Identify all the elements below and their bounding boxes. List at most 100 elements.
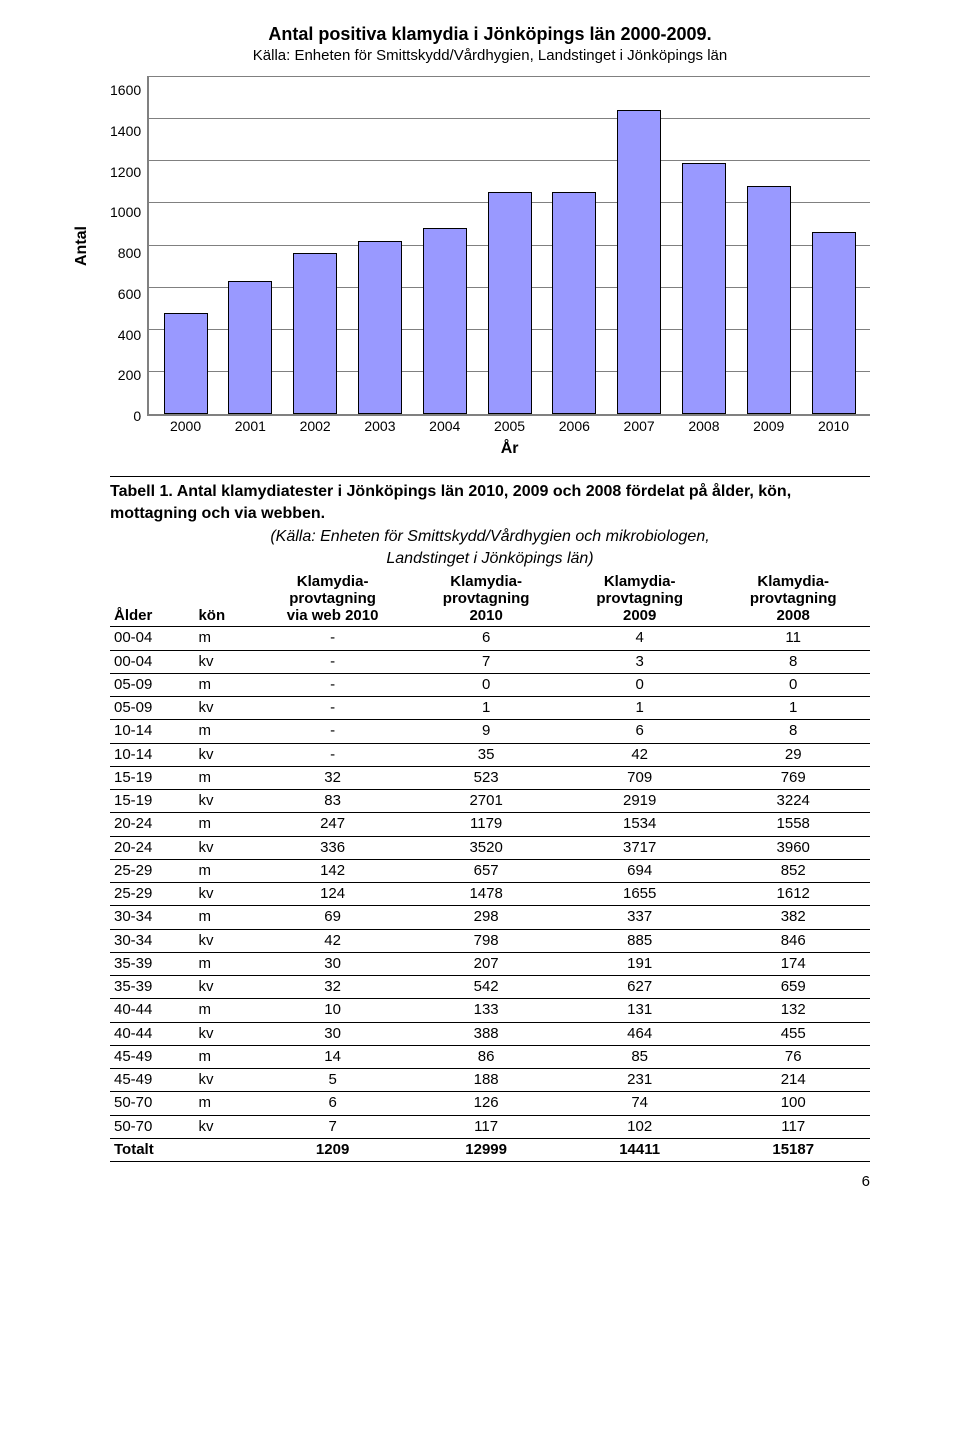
table-cell: 05-09 bbox=[110, 697, 194, 720]
table-cell: 20-24 bbox=[110, 813, 194, 836]
table-cell: kv bbox=[194, 929, 255, 952]
table-column-header: Klamydia-provtagning2010 bbox=[409, 571, 563, 627]
table-cell: 3960 bbox=[716, 836, 870, 859]
table-cell: 214 bbox=[716, 1069, 870, 1092]
table-cell: 1 bbox=[563, 697, 717, 720]
table-caption-block: Tabell 1. Antal klamydiatester i Jönköpi… bbox=[110, 476, 870, 569]
table-cell: m bbox=[194, 1092, 255, 1115]
table-cell: 10-14 bbox=[110, 743, 194, 766]
table-totals-row: Totalt1209129991441115187 bbox=[110, 1138, 870, 1161]
table-cell: 86 bbox=[409, 1045, 563, 1068]
bar-slot bbox=[348, 76, 413, 414]
chart-plot-area: 2000200120022003200420052006200720082009… bbox=[147, 76, 870, 416]
table-cell: 29 bbox=[716, 743, 870, 766]
x-tick-label: 2005 bbox=[477, 418, 542, 434]
rule-top bbox=[110, 476, 870, 477]
table-cell: 3224 bbox=[716, 790, 870, 813]
table-cell: 00-04 bbox=[110, 650, 194, 673]
table-cell: 35-39 bbox=[110, 976, 194, 999]
table-cell: 657 bbox=[409, 859, 563, 882]
table-caption: Tabell 1. Antal klamydiatester i Jönköpi… bbox=[110, 481, 870, 524]
table-cell: - bbox=[256, 743, 410, 766]
table-cell: 3520 bbox=[409, 836, 563, 859]
table-cell: - bbox=[256, 673, 410, 696]
bar bbox=[747, 186, 791, 414]
table-cell: 1478 bbox=[409, 883, 563, 906]
table-cell: 117 bbox=[409, 1115, 563, 1138]
table-cell: 10-14 bbox=[110, 720, 194, 743]
table-cell: 42 bbox=[563, 743, 717, 766]
table-cell: 659 bbox=[716, 976, 870, 999]
table-row: 10-14kv-354229 bbox=[110, 743, 870, 766]
table-cell: 336 bbox=[256, 836, 410, 859]
table-cell: 15187 bbox=[716, 1138, 870, 1161]
y-tick-label: 1200 bbox=[110, 165, 141, 179]
table-cell: 9 bbox=[409, 720, 563, 743]
table-cell: 30 bbox=[256, 1022, 410, 1045]
bar bbox=[164, 313, 208, 414]
table-cell: 174 bbox=[716, 952, 870, 975]
table-cell: 102 bbox=[563, 1115, 717, 1138]
chart-subtitle: Källa: Enheten för Smittskydd/Vårdhygien… bbox=[110, 47, 870, 64]
x-axis-ticks: 2000200120022003200420052006200720082009… bbox=[149, 414, 870, 434]
table-cell: 0 bbox=[563, 673, 717, 696]
y-tick-label: 0 bbox=[133, 409, 141, 423]
table-cell: m bbox=[194, 859, 255, 882]
table-cell: 298 bbox=[409, 906, 563, 929]
table-cell: kv bbox=[194, 697, 255, 720]
y-tick-label: 400 bbox=[118, 328, 141, 342]
table-row: 25-29kv124147816551612 bbox=[110, 883, 870, 906]
table-cell: m bbox=[194, 999, 255, 1022]
table-head: ÅlderkönKlamydia-provtagningvia web 2010… bbox=[110, 571, 870, 627]
table-cell: 14 bbox=[256, 1045, 410, 1068]
table-cell: 846 bbox=[716, 929, 870, 952]
table-row: 05-09m-000 bbox=[110, 673, 870, 696]
table-row: 35-39kv32542627659 bbox=[110, 976, 870, 999]
x-tick-label: 2009 bbox=[736, 418, 801, 434]
table-cell: kv bbox=[194, 836, 255, 859]
bar-slot bbox=[412, 76, 477, 414]
table-cell: 247 bbox=[256, 813, 410, 836]
bar-slot bbox=[477, 76, 542, 414]
table-cell: 15-19 bbox=[110, 790, 194, 813]
bar-slot bbox=[801, 76, 866, 414]
table-cell: 1209 bbox=[256, 1138, 410, 1161]
table-cell: 7 bbox=[256, 1115, 410, 1138]
table-cell: 45-49 bbox=[110, 1045, 194, 1068]
table-row: 50-70kv7117102117 bbox=[110, 1115, 870, 1138]
table-caption-text: Antal klamydiatester i Jönköpings län 20… bbox=[110, 483, 791, 522]
table-cell: 1655 bbox=[563, 883, 717, 906]
x-tick-label: 2006 bbox=[542, 418, 607, 434]
table-row: 15-19kv83270129193224 bbox=[110, 790, 870, 813]
table-cell: 100 bbox=[716, 1092, 870, 1115]
table-cell: 30-34 bbox=[110, 906, 194, 929]
table-cell: 382 bbox=[716, 906, 870, 929]
table-cell: 35-39 bbox=[110, 952, 194, 975]
table-cell: 74 bbox=[563, 1092, 717, 1115]
table-column-header: Klamydia-provtagning2009 bbox=[563, 571, 717, 627]
table-column-header: Klamydia-provtagningvia web 2010 bbox=[256, 571, 410, 627]
table-cell: 7 bbox=[409, 650, 563, 673]
table-cell: 3 bbox=[563, 650, 717, 673]
table-cell: 191 bbox=[563, 952, 717, 975]
table-cell: 6 bbox=[409, 627, 563, 650]
table-cell: 542 bbox=[409, 976, 563, 999]
table-cell: 188 bbox=[409, 1069, 563, 1092]
table-cell: 76 bbox=[716, 1045, 870, 1068]
table-cell: kv bbox=[194, 790, 255, 813]
table-cell: 83 bbox=[256, 790, 410, 813]
bar bbox=[358, 241, 402, 414]
table-cell: 769 bbox=[716, 766, 870, 789]
table-cell: 35 bbox=[409, 743, 563, 766]
table-cell: 117 bbox=[716, 1115, 870, 1138]
table-cell: 69 bbox=[256, 906, 410, 929]
table-cell: 6 bbox=[256, 1092, 410, 1115]
table-cell: 124 bbox=[256, 883, 410, 906]
table-cell: 627 bbox=[563, 976, 717, 999]
table-cell: 05-09 bbox=[110, 673, 194, 696]
table-cell: 40-44 bbox=[110, 999, 194, 1022]
y-axis-label: Antal bbox=[73, 226, 91, 266]
table-row: 25-29m142657694852 bbox=[110, 859, 870, 882]
table-cell: 4 bbox=[563, 627, 717, 650]
table-row: 20-24m247117915341558 bbox=[110, 813, 870, 836]
